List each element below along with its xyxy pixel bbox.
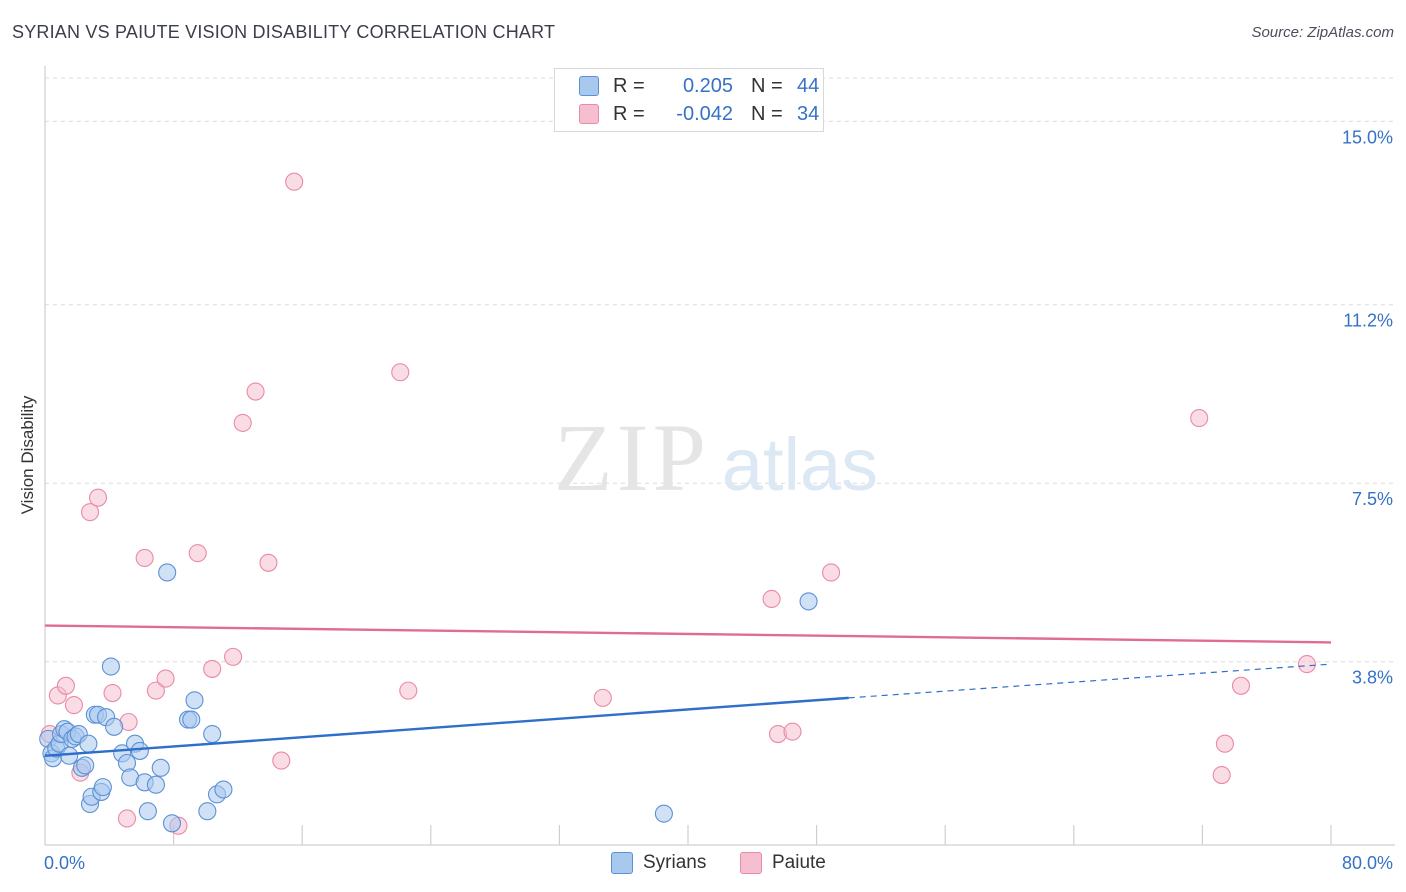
syrian-point bbox=[182, 710, 201, 729]
syrians-legend-swatch bbox=[611, 852, 633, 874]
syrian-point bbox=[151, 758, 170, 777]
paiute-point bbox=[285, 172, 304, 191]
paiute-point bbox=[1215, 734, 1234, 753]
paiute-point bbox=[103, 683, 122, 703]
legend-row-syrians: R = 0.205 N = 44 bbox=[579, 74, 819, 98]
legend-row-paiute: R = -0.042 N = 34 bbox=[579, 102, 819, 126]
grid-lines bbox=[45, 77, 1395, 663]
syrian-point bbox=[93, 778, 112, 797]
source-credit: Source: ZipAtlas.com bbox=[1251, 24, 1394, 41]
paiute-legend-label: Paiute bbox=[772, 852, 826, 873]
paiute-point bbox=[56, 676, 75, 695]
paiute-point bbox=[146, 681, 165, 700]
syrian-point bbox=[101, 657, 120, 676]
r-label: R = bbox=[613, 74, 645, 97]
paiute-point bbox=[272, 751, 291, 770]
x-tick-label: 80.0% bbox=[1342, 853, 1393, 873]
syrian-point bbox=[203, 725, 222, 744]
y-tick-label: 11.2% bbox=[1343, 311, 1393, 331]
paiute-point bbox=[64, 696, 83, 715]
syrian-point bbox=[158, 563, 177, 582]
n-label: N = bbox=[751, 74, 783, 97]
stats-legend: R = 0.205 N = 44 R = -0.042 N = 34 bbox=[554, 68, 824, 132]
y-axis-label: Vision Disability bbox=[18, 395, 37, 515]
syrian-point bbox=[799, 592, 818, 611]
paiute-point bbox=[246, 382, 265, 401]
r-value: -0.042 bbox=[676, 102, 733, 125]
paiute-point bbox=[117, 809, 137, 828]
bottom-legend-paiute: Paiute bbox=[740, 852, 826, 874]
r-value: 0.205 bbox=[682, 74, 733, 97]
paiute-point bbox=[762, 589, 781, 609]
paiute-point bbox=[822, 563, 841, 582]
y-tick-label: 3.8% bbox=[1352, 668, 1393, 688]
paiute-point bbox=[391, 363, 410, 382]
watermark: ZIP atlas bbox=[554, 404, 878, 511]
paiute-swatch bbox=[579, 104, 599, 124]
paiute-point bbox=[188, 544, 207, 563]
syrians-legend-label: Syrians bbox=[643, 852, 707, 873]
paiute-point bbox=[1212, 766, 1231, 785]
paiute-points bbox=[40, 172, 1316, 835]
paiute-point bbox=[1231, 676, 1251, 695]
paiute-legend-swatch bbox=[740, 852, 762, 874]
paiute-point bbox=[203, 659, 222, 678]
axes bbox=[44, 66, 1395, 846]
paiute-point bbox=[88, 488, 108, 507]
syrians-trend-extension bbox=[848, 663, 1332, 699]
paiute-point bbox=[783, 722, 802, 741]
paiute-point bbox=[1297, 655, 1316, 674]
paiute-point bbox=[259, 553, 278, 572]
bottom-legend-syrians: Syrians bbox=[611, 852, 706, 874]
y-tick-label: 7.5% bbox=[1352, 489, 1393, 509]
syrian-point bbox=[185, 691, 204, 710]
paiute-point bbox=[224, 647, 243, 666]
syrian-point bbox=[76, 756, 95, 775]
r-label: R = bbox=[613, 102, 645, 125]
paiute-point bbox=[593, 688, 612, 707]
paiute-point bbox=[233, 413, 252, 432]
paiute-point bbox=[135, 548, 154, 568]
syrian-point bbox=[138, 802, 157, 821]
syrian-point bbox=[654, 804, 673, 823]
paiute-trend-line bbox=[44, 624, 1332, 644]
watermark-zip: ZIP bbox=[554, 404, 710, 511]
syrian-point bbox=[130, 741, 149, 760]
paiute-point bbox=[1190, 409, 1209, 428]
tick-labels: 3.8% 7.5% 11.2% 15.0% 0.0% 80.0% bbox=[44, 127, 1393, 873]
paiute-point bbox=[399, 681, 418, 700]
syrian-point bbox=[60, 746, 79, 765]
n-value: 34 bbox=[797, 102, 820, 125]
syrian-point bbox=[105, 717, 124, 736]
syrians-trend-line bbox=[44, 696, 849, 757]
syrian-point bbox=[198, 802, 217, 821]
chart-title: SYRIAN VS PAIUTE VISION DISABILITY CORRE… bbox=[12, 22, 556, 42]
paiute-point bbox=[80, 503, 100, 522]
syrian-point bbox=[214, 780, 233, 799]
syrian-point bbox=[162, 814, 182, 833]
trend-lines bbox=[44, 624, 1332, 757]
syrian-point bbox=[146, 775, 165, 794]
syrian-points bbox=[39, 563, 818, 833]
paiute-point bbox=[156, 669, 175, 688]
n-label: N = bbox=[751, 102, 783, 125]
n-value: 44 bbox=[797, 74, 820, 97]
x-tick-label: 0.0% bbox=[44, 853, 85, 873]
y-tick-label: 15.0% bbox=[1342, 127, 1393, 147]
watermark-atlas: atlas bbox=[722, 423, 878, 506]
syrian-point bbox=[79, 734, 98, 753]
syrians-swatch bbox=[579, 76, 599, 96]
